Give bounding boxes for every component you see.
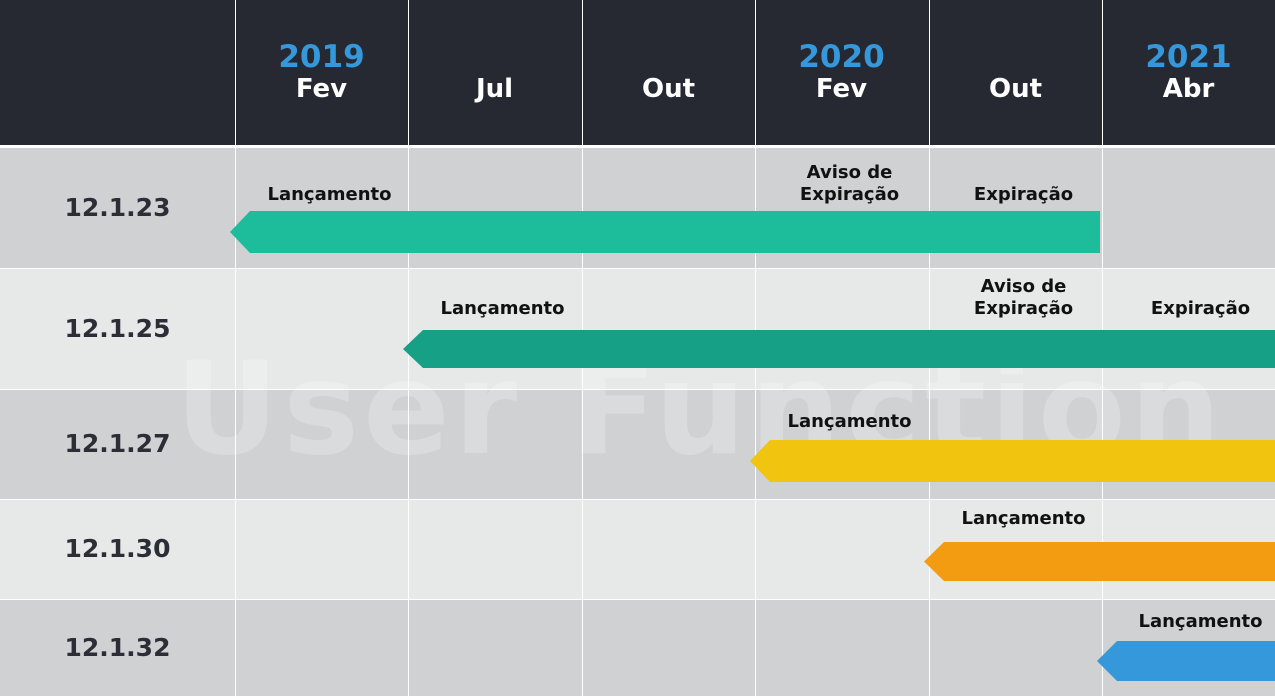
column-month: Fev [815,74,868,104]
header-column-divider [235,0,236,145]
version-label: 12.1.32 [64,632,171,662]
column-divider [235,0,236,696]
milestone-label: Lançamento [1138,611,1263,632]
row-divider [0,499,1275,500]
column-month: Out [641,74,696,104]
bar-shape [1097,641,1275,681]
version-label: 12.1.27 [64,429,171,458]
column-header: 2021 Abr [1102,0,1275,145]
row-divider [0,268,1275,269]
header-column-divider [755,0,756,145]
version-label: 12.1.23 [64,193,171,222]
milestone-label: Lançamento [961,508,1086,529]
column-header: 2020 Fev [755,0,928,145]
column-header: 2019 Fev [235,0,408,145]
timeline-header [0,0,1275,145]
column-month: Jul [475,74,514,104]
column-year: 2020 [798,39,885,75]
header-column-divider [1102,0,1103,145]
column-year: 2019 [278,39,365,75]
header-column-divider [408,0,409,145]
header-column-divider [929,0,930,145]
row-divider [0,599,1275,600]
version-lifecycle-bar [1097,641,1275,681]
bar-shape [230,211,1100,253]
version-label: 12.1.25 [64,313,171,343]
milestone-label: Lançamento [267,184,392,205]
version-lifecycle-bar [750,440,1275,482]
column-year: 2021 [1145,39,1232,75]
header-column-divider [582,0,583,145]
bar-shape [403,330,1275,368]
milestone-label: Aviso de Expiração [799,162,900,205]
column-header: Jul [408,0,581,145]
bar-shape [750,440,1275,482]
column-month: Abr [1162,74,1215,104]
milestone-label: Expiração [973,184,1074,205]
milestone-label: Aviso de Expiração [973,276,1074,319]
version-lifecycle-bar [924,542,1275,581]
column-month: Fev [295,74,348,104]
row-divider [0,389,1275,390]
column-month: Out [988,74,1043,104]
milestone-label: Lançamento [440,298,565,319]
row-background [0,268,1275,389]
version-lifecycle-bar [403,330,1275,368]
milestone-label: Lançamento [787,411,912,432]
bar-shape [924,542,1275,581]
column-header: Out [929,0,1102,145]
header-separator [0,145,1275,148]
version-label: 12.1.30 [64,534,171,563]
column-header: Out [582,0,755,145]
milestone-label: Expiração [1150,298,1251,319]
version-lifecycle-bar [230,211,1100,253]
row-background [0,599,1275,696]
